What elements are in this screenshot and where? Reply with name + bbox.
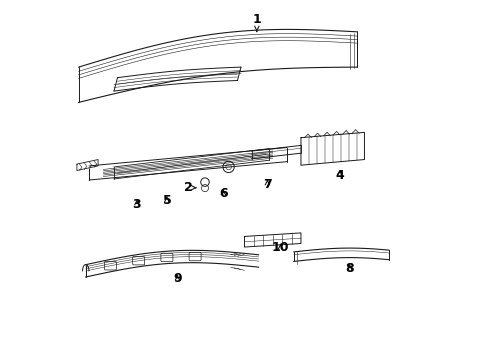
Text: 9: 9 <box>173 272 182 285</box>
Polygon shape <box>300 132 364 165</box>
Text: 5: 5 <box>162 194 171 207</box>
Text: 4: 4 <box>335 169 344 182</box>
Text: 10: 10 <box>271 241 288 254</box>
Text: 6: 6 <box>219 187 227 200</box>
Text: 7: 7 <box>263 178 271 191</box>
Polygon shape <box>77 159 98 171</box>
Text: 1: 1 <box>252 13 261 32</box>
Text: 8: 8 <box>345 262 353 275</box>
Text: 3: 3 <box>132 198 141 211</box>
Text: 2: 2 <box>183 181 195 194</box>
Polygon shape <box>244 233 300 247</box>
